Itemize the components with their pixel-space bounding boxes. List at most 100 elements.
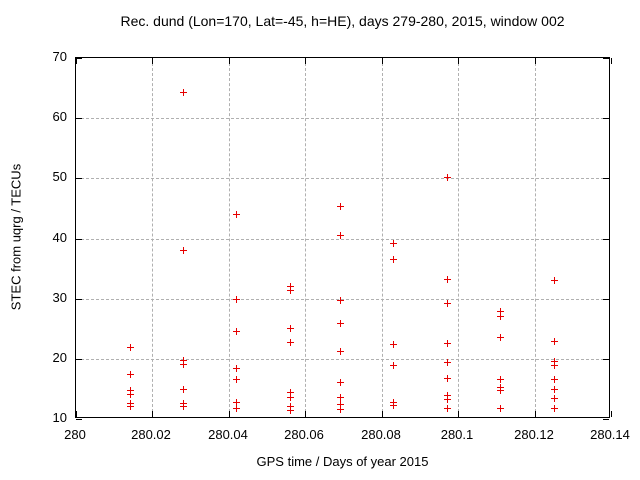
marker-vertical-bar [447,405,448,412]
y-tick-mark [76,118,82,119]
marker-vertical-bar [554,395,555,402]
marker-vertical-bar [236,376,237,383]
marker-vertical-bar [554,362,555,369]
data-point-marker [551,338,558,345]
y-tick-mark [603,299,609,300]
data-point-marker [287,407,294,414]
x-tick-mark [611,58,612,64]
y-tick-mark [603,118,609,119]
marker-vertical-bar [183,357,184,364]
data-point-marker [180,361,187,368]
marker-vertical-bar [236,296,237,303]
marker-vertical-bar [130,391,131,398]
x-tick-mark [535,58,536,64]
x-tick-label: 280.02 [131,427,171,442]
data-point-marker [497,334,504,341]
marker-vertical-bar [340,406,341,413]
marker-vertical-bar [447,375,448,382]
data-point-marker [337,297,344,304]
data-point-marker [337,401,344,408]
y-tick-label: 70 [52,49,67,64]
y-tick-mark [603,58,609,59]
x-tick-label: 280.12 [514,427,554,442]
data-point-marker [127,344,134,351]
marker-vertical-bar [290,339,291,346]
marker-vertical-bar [447,174,448,181]
marker-vertical-bar [554,405,555,412]
data-point-marker [337,203,344,210]
y-gridline [76,359,609,360]
x-gridline [152,58,153,417]
x-tick-mark [76,411,77,417]
data-point-marker [551,395,558,402]
data-point-marker [287,394,294,401]
data-point-marker [551,386,558,393]
data-point-marker [127,387,134,394]
x-tick-mark [382,58,383,64]
marker-vertical-bar [183,247,184,254]
data-point-marker [337,320,344,327]
data-point-marker [390,256,397,263]
y-tick-mark [76,239,82,240]
y-gridline [76,118,609,119]
data-point-marker [497,313,504,320]
x-tick-mark [611,411,612,417]
x-tick-mark [458,58,459,64]
x-gridline [458,58,459,417]
marker-vertical-bar [393,256,394,263]
marker-vertical-bar [393,240,394,247]
marker-vertical-bar [290,403,291,410]
x-tick-mark [229,411,230,417]
y-tick-mark [76,419,82,420]
y-tick-mark [603,359,609,360]
y-tick-label: 20 [52,350,67,365]
y-gridline [76,239,609,240]
marker-vertical-bar [554,376,555,383]
data-point-marker [390,341,397,348]
data-point-marker [233,365,240,372]
x-gridline [305,58,306,417]
x-tick-mark [152,411,153,417]
data-point-marker [444,375,451,382]
data-point-marker [233,328,240,335]
data-point-marker [444,276,451,283]
marker-vertical-bar [183,386,184,393]
data-point-marker [551,376,558,383]
x-tick-mark [152,58,153,64]
marker-vertical-bar [340,297,341,304]
x-tick-label: 280.06 [284,427,324,442]
marker-vertical-bar [447,300,448,307]
data-point-marker [497,376,504,383]
marker-vertical-bar [500,308,501,315]
marker-vertical-bar [236,399,237,406]
marker-vertical-bar [554,386,555,393]
x-tick-mark [229,58,230,64]
data-point-marker [287,389,294,396]
x-tick-mark [76,58,77,64]
data-point-marker [497,308,504,315]
x-gridline [382,58,383,417]
data-point-marker [337,348,344,355]
marker-vertical-bar [393,341,394,348]
marker-vertical-bar [447,396,448,403]
data-point-marker [127,371,134,378]
marker-vertical-bar [290,407,291,414]
data-point-marker [390,362,397,369]
marker-vertical-bar [340,379,341,386]
marker-vertical-bar [130,387,131,394]
chart-title: Rec. dund (Lon=170, Lat=-45, h=HE), days… [120,13,565,29]
y-tick-label: 30 [52,290,67,305]
marker-vertical-bar [500,405,501,412]
y-tick-label: 40 [52,230,67,245]
marker-vertical-bar [554,338,555,345]
y-tick-mark [603,239,609,240]
data-point-marker [287,403,294,410]
marker-vertical-bar [500,387,501,394]
data-point-marker [551,277,558,284]
marker-vertical-bar [290,389,291,396]
x-tick-mark [535,411,536,417]
data-point-marker [233,296,240,303]
marker-vertical-bar [183,361,184,368]
data-point-marker [233,211,240,218]
